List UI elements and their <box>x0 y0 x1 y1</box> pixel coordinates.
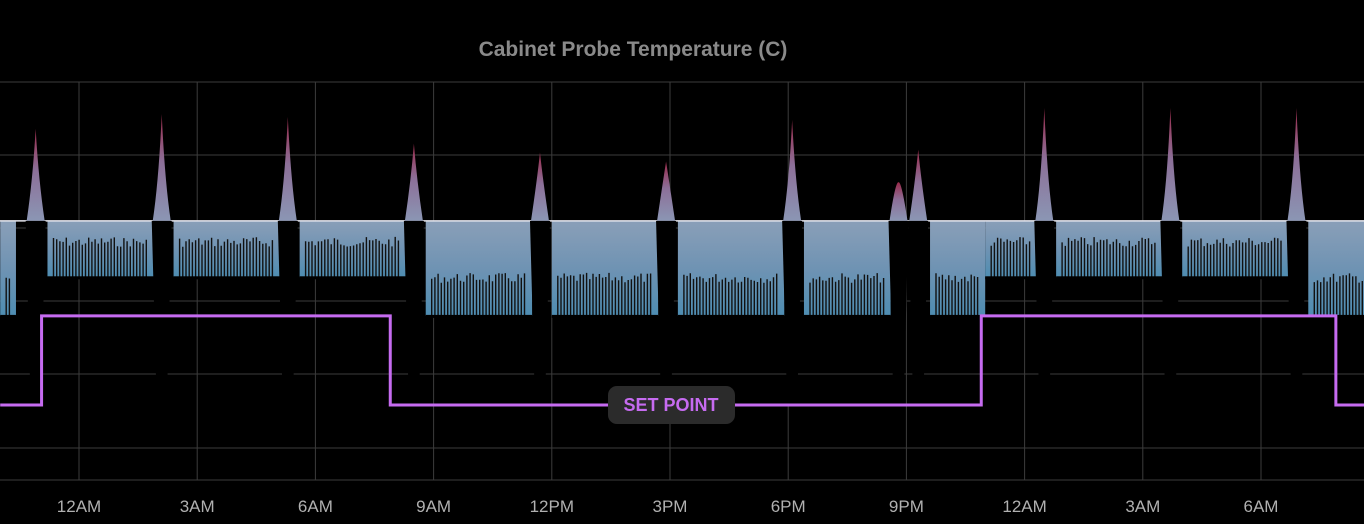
cycle-comb <box>990 237 1031 278</box>
cycle-baseline <box>985 276 1037 280</box>
temperature-spike <box>530 152 549 221</box>
x-tick-label: 6AM <box>1244 497 1279 516</box>
cycle-baseline <box>551 314 659 318</box>
temperature-band-segment <box>803 220 891 316</box>
temperature-spike <box>26 128 45 221</box>
temperature-band-segment <box>0 220 16 316</box>
x-tick-label: 6AM <box>298 497 333 516</box>
cycle-baseline <box>1056 276 1163 280</box>
temperature-spike <box>1287 108 1306 221</box>
cycle-comb <box>935 273 979 316</box>
cycle-comb <box>683 273 778 316</box>
cycle-comb <box>809 273 885 316</box>
cycle-comb <box>178 237 274 278</box>
spike-notch <box>888 220 909 405</box>
temperature-spike <box>404 143 423 221</box>
x-tick-label: 12AM <box>57 497 101 516</box>
x-tick-label: 3PM <box>653 497 688 516</box>
x-tick-label: 9AM <box>416 497 451 516</box>
cycle-comb <box>52 237 147 278</box>
cycle-comb <box>5 277 11 316</box>
x-axis-ticks: 12AM3AM6AM9AM12PM3PM6PM9PM12AM3AM6AM9 <box>57 497 1279 516</box>
setpoint-legend-badge: SET POINT <box>608 386 735 424</box>
spike-notch <box>1160 220 1181 405</box>
cycle-baseline <box>803 314 891 318</box>
x-tick-label: 12PM <box>530 497 574 516</box>
cycle-baseline <box>930 314 986 318</box>
chart-title: Cabinet Probe Temperature (C) <box>479 38 788 61</box>
x-tick-label: 3AM <box>1125 497 1160 516</box>
cycle-baseline <box>173 276 280 280</box>
temperature-spikes <box>25 108 1307 405</box>
spike-notch <box>277 220 298 405</box>
cycle-baseline <box>47 276 154 280</box>
cycle-comb <box>304 236 400 278</box>
cycle-comb <box>557 272 652 316</box>
spike-notch <box>151 220 172 405</box>
cycle-baseline <box>299 276 407 280</box>
cycle-baseline <box>1182 276 1289 280</box>
temperature-spike <box>909 149 928 221</box>
cycle-comb <box>431 273 526 316</box>
temperature-spike <box>889 182 908 221</box>
temperature-band <box>0 220 1364 316</box>
spike-notch <box>656 220 677 405</box>
spike-notch <box>908 220 929 405</box>
cycle-comb <box>1061 237 1156 278</box>
temperature-spike <box>278 116 297 221</box>
cycle-baseline <box>425 314 533 318</box>
spike-notch <box>1034 220 1055 405</box>
temperature-spike <box>657 161 676 221</box>
cycle-baseline <box>0 314 16 318</box>
cycle-comb <box>1313 273 1363 316</box>
temperature-spike <box>152 113 171 221</box>
spike-notch <box>1286 220 1307 405</box>
spike-notch <box>529 220 550 405</box>
x-tick-label: 12AM <box>1002 497 1046 516</box>
cycle-baseline <box>677 314 785 318</box>
temperature-spike <box>1035 108 1054 221</box>
cycle-comb <box>1187 237 1282 278</box>
temperature-spike <box>783 119 802 221</box>
setpoint-legend-label: SET POINT <box>623 395 718 415</box>
x-tick-label: 6PM <box>771 497 806 516</box>
x-tick-label: 3AM <box>180 497 215 516</box>
compressor-cycle-marks <box>0 236 1364 318</box>
spike-notch <box>782 220 803 405</box>
spike-notch <box>403 220 424 405</box>
temperature-spike <box>1161 108 1180 221</box>
x-tick-label: 9PM <box>889 497 924 516</box>
